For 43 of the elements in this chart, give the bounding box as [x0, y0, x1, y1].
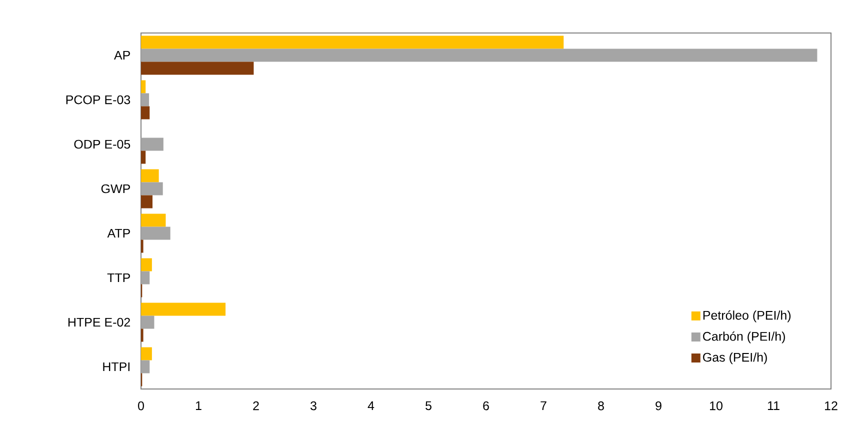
x-tick-label: 8 — [598, 401, 604, 410]
bar — [141, 138, 164, 151]
y-tick-label: HTPI — [103, 362, 130, 372]
y-tick-label: ATP — [107, 228, 130, 238]
x-tick-label: 0 — [138, 401, 144, 410]
legend-label: Gas (PEI/h) — [703, 352, 767, 364]
bar — [141, 169, 159, 182]
x-tick-label: 7 — [540, 401, 546, 410]
bar — [141, 36, 564, 49]
x-tick-label: 10 — [710, 401, 722, 410]
y-tick-label: HTPE E-02 — [68, 318, 130, 327]
bar — [141, 150, 146, 164]
x-tick-label: 2 — [253, 401, 259, 410]
bar — [141, 182, 163, 196]
bar — [141, 80, 146, 94]
bar — [141, 93, 150, 106]
legend-label: Petróleo (PEI/h) — [703, 310, 791, 322]
bar — [141, 106, 150, 120]
y-tick-label: PCOP E-03 — [66, 95, 130, 104]
x-tick-label: 9 — [656, 401, 662, 410]
legend-label: Carbón (PEI/h) — [703, 331, 785, 344]
x-tick-label: 6 — [483, 401, 489, 410]
bar — [141, 302, 226, 316]
bar — [141, 226, 170, 240]
bar — [141, 258, 152, 272]
bar — [141, 316, 154, 329]
bar — [141, 214, 166, 227]
y-tick-label: GWP — [101, 184, 130, 194]
y-tick-label: AP — [114, 50, 130, 60]
x-tick-label: 12 — [825, 401, 838, 410]
y-tick-label: ODP E-05 — [74, 140, 130, 149]
bar — [141, 271, 150, 284]
x-tick-label: 5 — [426, 401, 432, 410]
x-tick-label: 11 — [768, 401, 780, 410]
bar — [141, 347, 152, 360]
bar — [141, 62, 254, 75]
bar — [141, 195, 152, 208]
bar — [141, 360, 150, 374]
bar — [141, 48, 818, 62]
y-tick-label: TTP — [107, 273, 130, 282]
x-tick-label: 1 — [196, 401, 202, 410]
x-tick-label: 4 — [368, 401, 374, 410]
x-tick-label: 3 — [310, 401, 316, 410]
